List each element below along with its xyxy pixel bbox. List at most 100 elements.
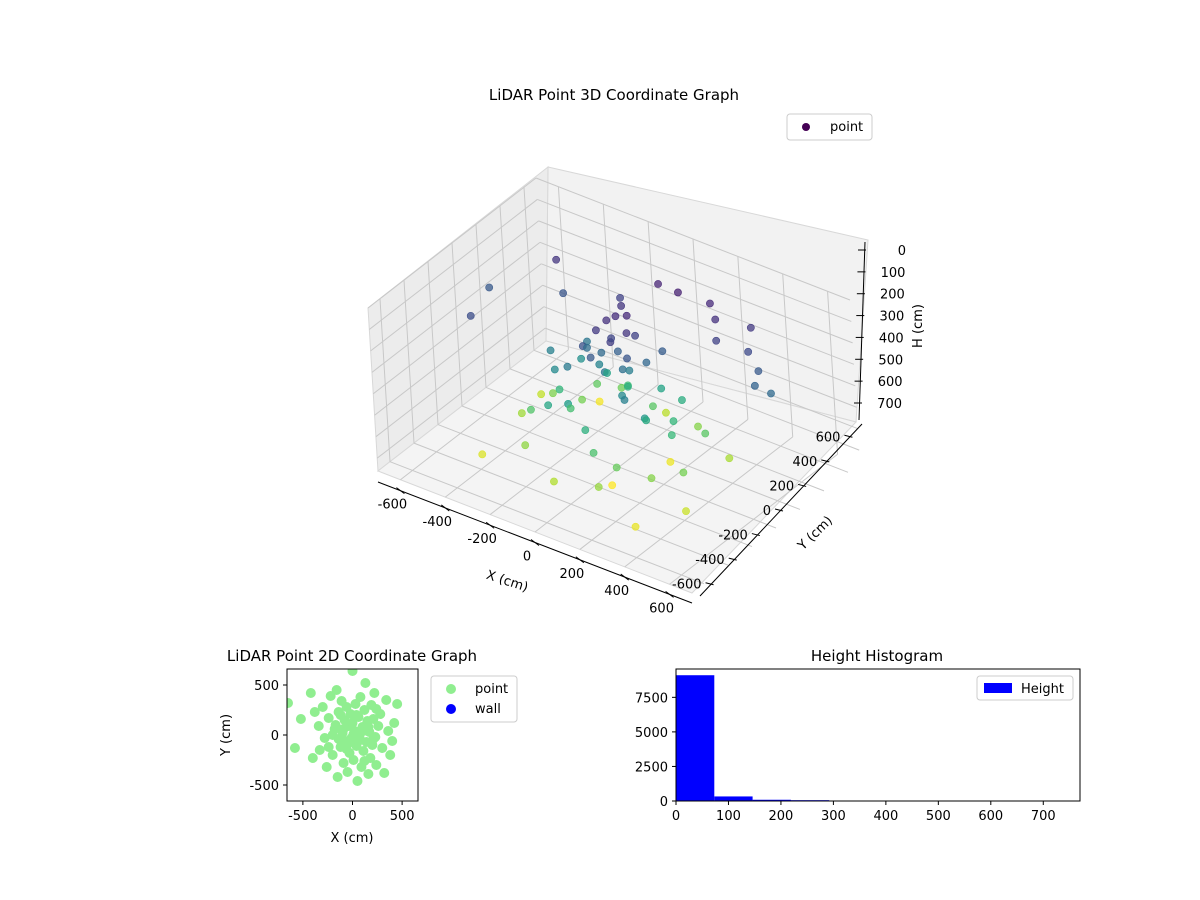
point-3d [593,379,602,388]
y-tick-label-2d: -500 [249,779,279,794]
point-3d [577,354,586,363]
point-2d [323,742,334,752]
point-2d [359,756,370,766]
grid-line-z-left [376,327,546,459]
x-tick-label-3d: 600 [649,601,674,616]
z-tick-label-3d: 100 [881,266,906,281]
x-axis-label-3d: X (cm) [484,568,530,596]
y-tick-3d [705,582,714,586]
point-3d [631,331,639,340]
point-2d [363,722,374,732]
point-2d [317,702,328,712]
x-tick-3d [620,573,630,581]
legend-3d-label-point: point [830,120,863,135]
histogram-bar [752,799,791,801]
y-axis-label-2d: Y (cm) [219,714,234,757]
grid-line-x-back [557,186,569,350]
chart-3d: LiDAR Point 3D Coordinate Graph -600 -400… [367,86,926,616]
grid-line-z-left [374,284,543,416]
point-3d [612,463,621,472]
grid-line-x-back [692,238,704,403]
z-axis-label-3d: H (cm) [911,304,926,348]
point-2d [321,762,332,772]
grid-line-y-left [523,187,535,351]
y-tick-label-3d: -200 [718,529,748,544]
point-2d [358,746,369,756]
point-2d [348,755,359,765]
point-2d [319,733,330,743]
point-3d [658,347,667,356]
grid-line-y-left [499,205,511,369]
point-3d [725,454,734,463]
point-2d [333,734,344,744]
point-3d [555,385,564,394]
point-2d [332,772,343,782]
point-2d [305,688,316,698]
grid-line-x-back [647,221,659,385]
points-3d [466,255,775,531]
z-tick-label-3d: 700 [877,397,902,412]
point-3d [631,522,640,531]
x-tick-3d [396,487,405,495]
point-3d [566,404,575,413]
x-tick-3d [575,556,585,564]
plot-2d-frame [286,668,419,802]
chart-histogram: Height Histogram 0 100 200 300 400 500 600 7000… [635,647,1081,824]
z-tick-label-3d: 0 [898,244,906,259]
z-tick-label-3d: 200 [880,288,905,303]
point-2d [379,768,390,778]
y-tick-label-2d: 500 [254,679,279,694]
grid-line-x-back [737,256,749,420]
point-3d [595,360,604,369]
y-tick-label-3d: 600 [816,430,841,445]
point-3d [678,396,686,404]
point-3d [767,389,775,398]
point-3d [583,343,591,352]
point-2d [352,776,363,786]
point-3d [466,311,475,320]
x-tick-3d [440,504,450,512]
grid-line-z-back [541,263,856,387]
points-2d [287,669,403,786]
grid-line-y-floor [485,386,801,510]
point-2d [331,685,342,695]
point-3d [617,383,626,392]
point-3d [608,481,617,490]
histogram-title: Height Histogram [811,647,943,665]
point-3d [622,311,631,320]
x-tick-label-3d: 0 [523,550,531,565]
point-3d [754,367,763,376]
y-tick-label-3d: 200 [769,479,794,494]
point-2d [371,704,382,714]
x-tick-label-hist: 400 [873,809,898,824]
z-tick-label-3d: 400 [879,331,904,346]
point-3d [625,366,634,375]
point-2d [347,669,358,676]
point-2d [387,736,398,746]
point-2d [353,736,364,746]
legend-histogram-label: Height [1021,682,1064,697]
y-tick-3d [774,508,784,512]
grid-line-x-back [827,291,839,455]
point-3d [711,315,720,324]
y-tick-label-2d: 0 [271,729,279,744]
x-tick-label-hist: 200 [769,809,794,824]
point-3d [613,347,622,356]
point-2d [381,695,392,705]
grid-line-z-left [372,263,542,395]
grid-line-y-left [451,242,463,407]
point-2d [351,710,362,720]
point-3d [623,354,631,363]
point-3d [549,389,557,398]
point-2d [368,734,379,744]
legend-3d-marker-point [802,123,810,131]
point-3d [669,417,678,426]
y-tick-3d [751,533,760,537]
x-tick-label-3d: 200 [559,567,584,582]
point-3d [657,384,666,393]
grid-line-y-left [475,224,487,388]
point-2d [373,721,384,731]
histogram-bar [676,675,715,801]
x-tick-label-hist: 500 [926,809,951,824]
point-2d [359,705,370,715]
